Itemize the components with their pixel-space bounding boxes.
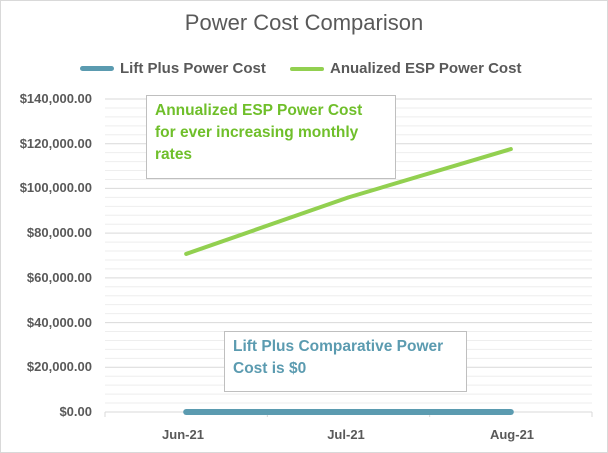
legend-swatch-lift-plus xyxy=(80,66,114,71)
y-tick-label: $80,000.00 xyxy=(26,225,92,241)
y-tick-label: $20,000.00 xyxy=(26,359,92,375)
x-tick-label: Jun-21 xyxy=(162,427,204,442)
legend-item-lift-plus: Lift Plus Power Cost xyxy=(80,60,266,77)
y-tick-label: $40,000.00 xyxy=(26,314,92,330)
y-tick-label: $140,000.00 xyxy=(19,91,92,106)
y-tick-label: $100,000.00 xyxy=(19,180,92,196)
y-tick-label: $60,000.00 xyxy=(26,269,92,285)
annotation-lift-plus: Lift Plus Comparative Power Cost is $0 xyxy=(224,331,467,392)
x-tick-label: Aug-21 xyxy=(489,427,535,442)
annotation-esp: Annualized ESP Power Cost for ever incre… xyxy=(146,95,396,179)
x-tick-label: Jul-21 xyxy=(327,427,365,442)
legend-label-esp: Anualized ESP Power Cost xyxy=(330,60,522,77)
legend-label-lift-plus: Lift Plus Power Cost xyxy=(120,60,266,77)
y-tick-label: $0.00 xyxy=(59,404,92,419)
legend-item-esp: Anualized ESP Power Cost xyxy=(290,60,521,77)
legend-swatch-esp xyxy=(290,66,324,71)
y-tick-label: $120,000.00 xyxy=(19,135,92,151)
chart-title: Power Cost Comparison xyxy=(184,10,424,35)
